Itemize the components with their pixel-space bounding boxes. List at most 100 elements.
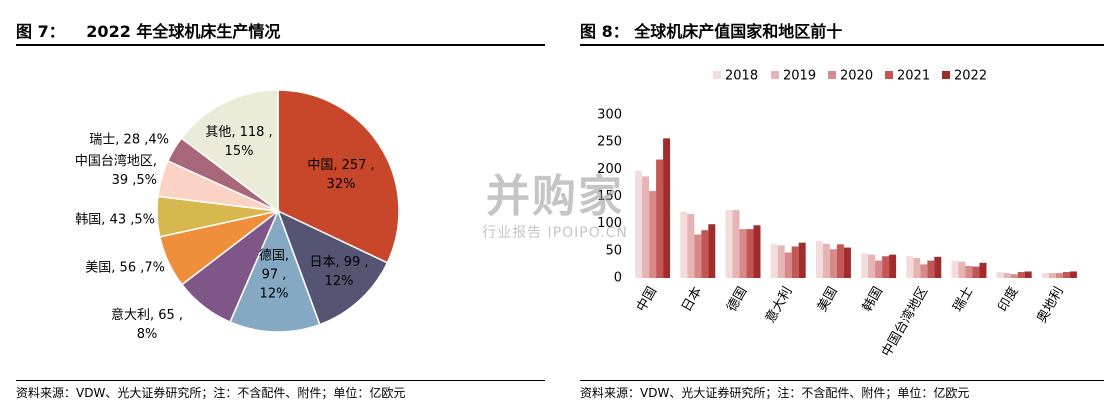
bar-chart: 0 50 100 150 200 250 300 2018 2019 2020 2021 2022 中国…	[597, 69, 1077, 360]
legend-label-2022: 2022	[954, 69, 987, 84]
left-figure-title-text: 2022 年全球机床生产情况	[86, 22, 281, 41]
bar-中国台湾地区-2022	[934, 256, 942, 278]
right-source-note: 资料来源：VDW、光大证券研究所；注：不含配件、附件；单位：亿欧元	[580, 386, 970, 400]
bar-瑞士-2019	[958, 261, 966, 278]
bar-意大利-2020	[784, 252, 792, 278]
bar-美国-2019	[822, 243, 830, 278]
x-category-label: 中国	[634, 285, 660, 315]
pie-label-6-line-0: 中国台湾地区,	[75, 153, 157, 169]
bar-中国台湾地区-2020	[920, 264, 928, 278]
bar-韩国-2019	[868, 254, 876, 278]
bar-奥地利-2021	[1062, 272, 1070, 278]
bar-瑞士-2021	[972, 266, 980, 278]
x-category-label: 韩国	[860, 285, 886, 315]
y-tick-label: 150	[597, 189, 622, 204]
left-figure-number: 图 7：	[16, 22, 65, 41]
x-category-label: 日本	[679, 285, 705, 315]
bar-奥地利-2019	[1048, 273, 1056, 278]
bar-日本-2018	[680, 211, 688, 278]
pie-label-8-line-1: 15%	[225, 144, 254, 159]
x-category-label: 中国台湾地区	[878, 284, 931, 360]
bar-瑞士-2020	[965, 266, 973, 278]
pie-label-2-line-1: 97 ,	[262, 268, 287, 283]
legend-label-2021: 2021	[897, 69, 930, 84]
bar-德国-2022	[753, 225, 761, 278]
pie-label-1-line-1: 12%	[325, 274, 354, 289]
legend-swatch-2018	[713, 71, 721, 79]
pie-label-3-line-1: 8%	[137, 327, 158, 342]
bar-中国台湾地区-2019	[913, 257, 921, 278]
y-tick-label: 300	[597, 108, 622, 123]
bar-意大利-2021	[791, 246, 799, 278]
bar-奥地利-2022	[1069, 271, 1077, 278]
right-figure-number: 图 8：	[580, 22, 629, 41]
legend-swatch-2021	[885, 71, 893, 79]
bar-韩国-2021	[882, 256, 890, 278]
pie-label-5-line-0: 韩国, 43 ,5%	[75, 213, 155, 228]
pie-label-4-line-0: 美国, 56 ,7%	[85, 261, 165, 276]
y-tick-label: 200	[597, 162, 622, 177]
right-figure-title-text: 全球机床产值国家和地区前十	[634, 22, 843, 41]
y-tick-label: 0	[614, 271, 622, 286]
bar-德国-2018	[725, 210, 733, 278]
bar-瑞士-2018	[951, 260, 959, 278]
bar-意大利-2018	[770, 244, 778, 278]
pie-slice-0	[277, 89, 400, 264]
x-category-label: 美国	[815, 285, 841, 315]
bar-意大利-2019	[777, 245, 785, 278]
bar-中国台湾地区-2018	[906, 256, 914, 278]
left-figure-title: 图 7： 2022 年全球机床生产情况	[16, 18, 280, 42]
pie-label-0-line-1: 32%	[327, 177, 356, 192]
bar-韩国-2020	[875, 260, 883, 278]
pie-chart: 中国, 257 , 32% 日本, 99 , 12% 德国, 97 , 12% 意大利, 65…	[75, 89, 400, 342]
bar-美国-2022	[843, 247, 851, 278]
legend-swatch-2019	[771, 71, 779, 79]
bar-中国台湾地区-2021	[927, 260, 935, 278]
x-category-label: 德国	[724, 285, 750, 315]
y-tick-label: 50	[605, 243, 622, 258]
y-tick-label: 250	[597, 135, 622, 150]
bar-瑞士-2022	[979, 262, 987, 278]
bar-德国-2019	[732, 210, 740, 278]
bar-德国-2021	[746, 229, 754, 278]
bar-美国-2021	[836, 244, 844, 278]
bar-印度-2021	[1017, 272, 1025, 278]
bar-意大利-2022	[798, 242, 806, 278]
bar-美国-2018	[815, 241, 823, 278]
bar-韩国-2022	[889, 254, 897, 278]
legend-label-2018: 2018	[725, 69, 758, 84]
bar-日本-2020	[694, 234, 702, 278]
pie-label-0-line-0: 中国, 257 ,	[307, 158, 374, 173]
pie-label-2-line-2: 12%	[260, 287, 289, 302]
left-source-note: 资料来源：VDW、光大证券研究所；注：不含配件、附件；单位：亿欧元	[16, 386, 406, 400]
pie-label-3-line-0: 意大利, 65 ,	[111, 307, 183, 323]
legend-label-2020: 2020	[840, 69, 873, 84]
right-figure-title: 图 8： 全球机床产值国家和地区前十	[580, 18, 842, 42]
x-category-label: 瑞士	[950, 285, 976, 315]
bar-中国-2020	[649, 191, 657, 278]
bar-印度-2020	[1010, 274, 1018, 278]
x-category-label: 印度	[995, 284, 1022, 315]
bar-日本-2021	[701, 230, 709, 278]
bar-中国-2018	[635, 170, 643, 278]
pie-label-7-line-0: 瑞士, 28 ,4%	[89, 133, 169, 148]
bar-韩国-2018	[861, 253, 869, 278]
pie-slice-8	[180, 89, 279, 213]
bar-奥地利-2020	[1055, 273, 1063, 278]
legend-swatch-2022	[942, 71, 950, 79]
left-footer-rule	[16, 380, 545, 381]
bar-日本-2022	[708, 224, 716, 278]
pie-label-6-line-1: 39 ,5%	[112, 173, 157, 188]
legend-swatch-2020	[828, 71, 836, 79]
bar-奥地利-2018	[1041, 273, 1049, 278]
bar-美国-2020	[829, 249, 837, 278]
bar-印度-2018	[996, 272, 1004, 278]
right-footer-rule	[580, 380, 1104, 381]
pie-slice-1	[276, 209, 389, 326]
bar-中国-2021	[656, 159, 664, 278]
pie-label-2-line-0: 德国,	[259, 249, 289, 264]
pie-slice-2	[229, 208, 321, 333]
x-category-label: 奥地利	[1034, 285, 1066, 326]
right-title-rule	[580, 44, 1104, 46]
x-category-label: 意大利	[762, 284, 795, 326]
